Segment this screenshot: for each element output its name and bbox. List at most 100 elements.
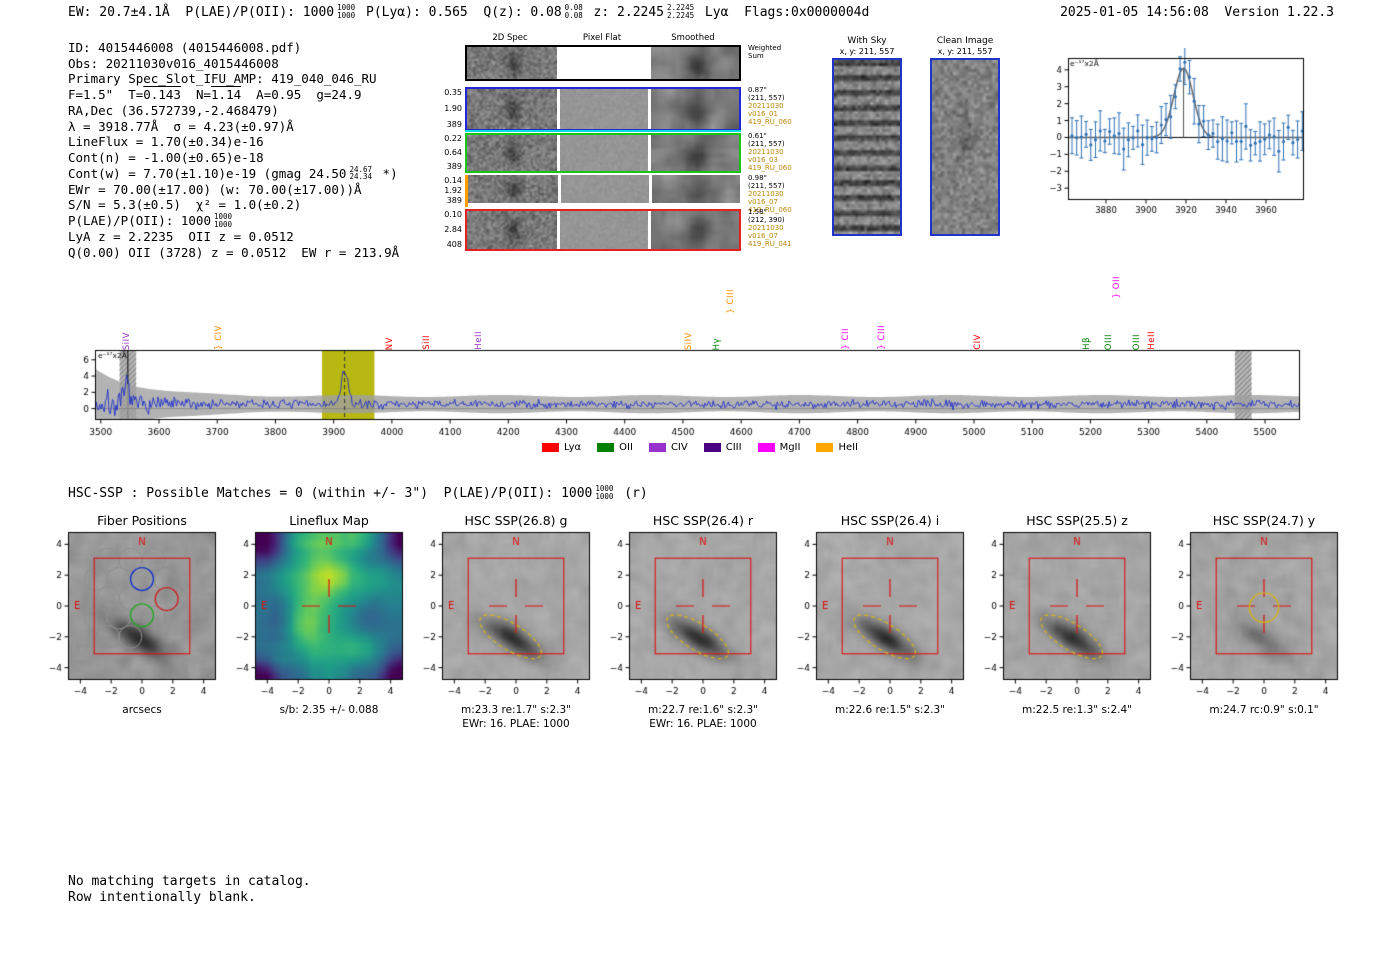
legend-swatch [597, 443, 615, 452]
text-segment: LineFlux = 1.70(±0.34)e-16 [68, 134, 264, 150]
text-segment: z: 2.2245 [585, 5, 665, 20]
spec2d-row-left-labels: 0.10 2.84 408 [436, 211, 462, 249]
stacked-fraction: 0.08 0.08 [564, 3, 583, 20]
pixel-flat-image [561, 175, 649, 203]
info-line: LineFlux = 1.70(±0.34)e-16 [68, 134, 399, 150]
smoothed-image [651, 135, 739, 171]
footer-line: Row intentionally blank. [68, 889, 256, 905]
legend-item-MgII: MgII [757, 442, 801, 453]
spec2d-row-left-labels: 0.14 1.92 389 [436, 177, 462, 205]
header-datetime-version: 2025-01-05 14:56:08 Version 1.22.3 [1060, 5, 1334, 20]
text-segment: Primary Spec_Slot_IFU_AMP: 419_040_046_R… [68, 71, 377, 87]
full-spectrum-plot [60, 342, 1310, 454]
text-segment: Cont(n) = -1.00(±0.65)e-18 [68, 149, 264, 165]
spec2d-right-value: v016_03 [748, 156, 778, 164]
spec2d-col-header: Smoothed [671, 33, 715, 43]
spec2d-image [467, 135, 557, 171]
spec2d-image [467, 47, 557, 79]
withsky-title: With Sky [847, 36, 887, 46]
cutout-panels-row: Fiber Positions arcsecs Lineflux Map s/b: 2… [0, 508, 1400, 748]
cutout-xlabel2: EWr: 16. PLAE: 1000 [649, 718, 757, 730]
spec2d-row-right-labels: 0.87" (211, 557) 20211030 v016_01 419_RU_060 [748, 86, 812, 126]
cutout-panel-z: HSC SSP(25.5) z m:22.5 re:1.3" s:2.4" [975, 508, 1162, 740]
text-segment: RA,Dec (36.572739,-2.468479) [68, 102, 279, 118]
info-line: Q(0.00) OII (3728) z = 0.0512 EW r = 213… [68, 245, 399, 261]
cutout-xlabel2: EWr: 16. PLAE: 1000 [462, 718, 570, 730]
legend-label: Lyα [563, 442, 582, 453]
cutout-xlabel: m:22.5 re:1.3" s:2.4" [1022, 704, 1132, 716]
spec2d-right-value: v016_07 [748, 232, 778, 240]
cutout-xlabel: s/b: 2.35 +/- 0.088 [279, 704, 379, 716]
text-segment: λ = 3918.77Å σ = 4.23(±0.97)Å [68, 118, 294, 134]
spec2d-row-left-labels: 0.22 0.64 389 [436, 135, 462, 171]
smoothed-image [652, 175, 740, 203]
legend-swatch [541, 443, 559, 452]
spec2d-row-strip [465, 45, 741, 81]
text-segment: S/N = 5.3(±0.5) χ² = 1.0(±0.2) [68, 197, 302, 213]
cutout-image-g [414, 530, 601, 700]
emission-line-label-OII: } OII [1112, 275, 1123, 298]
cutout-xlabel: m:24.7 rc:0.9" s:0.1" [1209, 704, 1319, 716]
spec2d-left-value: 0.14 [444, 176, 462, 185]
legend-item-OII: OII [597, 442, 633, 453]
spec2d-left-value: 1.90 [444, 104, 462, 113]
smoothed-image [651, 47, 739, 79]
withsky-subtitle: x, y: 211, 557 [839, 47, 895, 56]
legend-label: HeII [838, 442, 859, 453]
spec2d-right-value: 419_RU_060 [748, 164, 792, 172]
spec2d-left-value: 389 [446, 162, 462, 171]
legend-swatch [703, 443, 721, 452]
spec2d-right-value: 419_RU_060 [748, 206, 792, 214]
footer-notes: No matching targets in catalog. Row inten… [68, 874, 311, 905]
legend-items: Lyα OII CIV CIII MgII HeII [541, 442, 859, 453]
cutout-xlabel: m:22.7 re:1.6" s:2.3" [648, 704, 758, 716]
text-segment: EWr = 70.00(±17.00) (w: 70.00(±17.00))Å [68, 181, 362, 197]
text-segment: 0.143 [143, 87, 181, 103]
hsc-match-line: HSC-SSP : Possible Matches = 0 (within +… [68, 485, 648, 501]
spec2d-image [468, 175, 558, 203]
spec2d-left-value: 2.84 [444, 225, 462, 234]
stacked-fraction: 24.67 24.34 [349, 164, 373, 182]
legend-label: MgII [779, 442, 801, 453]
text-segment: A=0.95 g=24.9 [241, 87, 362, 103]
info-line: LyA z = 2.2235 OII z = 0.0512 [68, 229, 399, 245]
spec2d-row-right-labels: 0.61" (211, 557) 20211030 v016_03 419_RU_060 [748, 132, 812, 172]
spec2d-row-right-labels: 0.98" (211, 557) 20211030 v016_07 419_RU_060 [748, 174, 812, 214]
spec2d-col-header: 2D Spec [492, 33, 528, 43]
spectrum-legend: Lyα OII CIV CIII MgII HeII [0, 442, 1400, 453]
legend-item-CIV: CIV [648, 442, 688, 453]
spec2d-left-value: 1.92 [444, 186, 462, 195]
cutout-image-i [788, 530, 975, 700]
stacked-fraction: 1000 1000 [214, 212, 233, 229]
text-segment: N= [180, 87, 212, 103]
spec2d-image [467, 89, 557, 129]
spec2d-right-value: 20211030 [748, 190, 784, 198]
emission-line-label-CIII: } CIII [725, 289, 736, 314]
cutout-panel-r: HSC SSP(26.4) r m:22.7 re:1.6" s:2.3" EWr:… [601, 508, 788, 740]
spec2d-row-strip [465, 175, 741, 207]
cutout-title: HSC SSP(26.4) r [652, 513, 754, 528]
text-segment: 1.14 [211, 87, 242, 103]
clean-image [930, 58, 1000, 236]
spec2d-row-right-labels: Weighted Sum [748, 44, 812, 60]
cutout-image-lineflux [227, 530, 414, 700]
info-line: P(LAE)/P(OII): 1000 1000 1000 [68, 213, 399, 229]
spec2d-right-value: 419_RU_060 [748, 118, 792, 126]
cutout-title: HSC SSP(25.5) z [1026, 513, 1128, 528]
smoothed-image [651, 211, 739, 249]
spec2d-row-strip [465, 87, 741, 131]
pixel-flat-image [560, 89, 648, 129]
cutout-image-z [975, 530, 1162, 700]
cutout-title: Lineflux Map [289, 513, 369, 528]
cutout-xlabel: m:23.3 re:1.7" s:2.3" [461, 704, 571, 716]
spec2d-right-value: 20211030 [748, 102, 784, 110]
spec2d-col-header: Pixel Flat [582, 33, 622, 43]
spec2d-left-value: 408 [446, 240, 462, 249]
info-line: F=1.5" T=0.143 N=1.14 A=0.95 g=24.9 [68, 87, 399, 103]
text-segment: Q(0.00) OII (3728) z = 0.0512 EW r = 213… [68, 244, 400, 260]
text-segment: HSC-SSP : Possible Matches = 0 (within +… [68, 486, 593, 501]
info-line: Obs: 20211030v016_4015446008 [68, 56, 399, 72]
spec2d-image [467, 211, 557, 249]
cutout-title: HSC SSP(26.4) i [840, 513, 940, 528]
spec2d-right-value: (212, 390) [748, 216, 785, 224]
